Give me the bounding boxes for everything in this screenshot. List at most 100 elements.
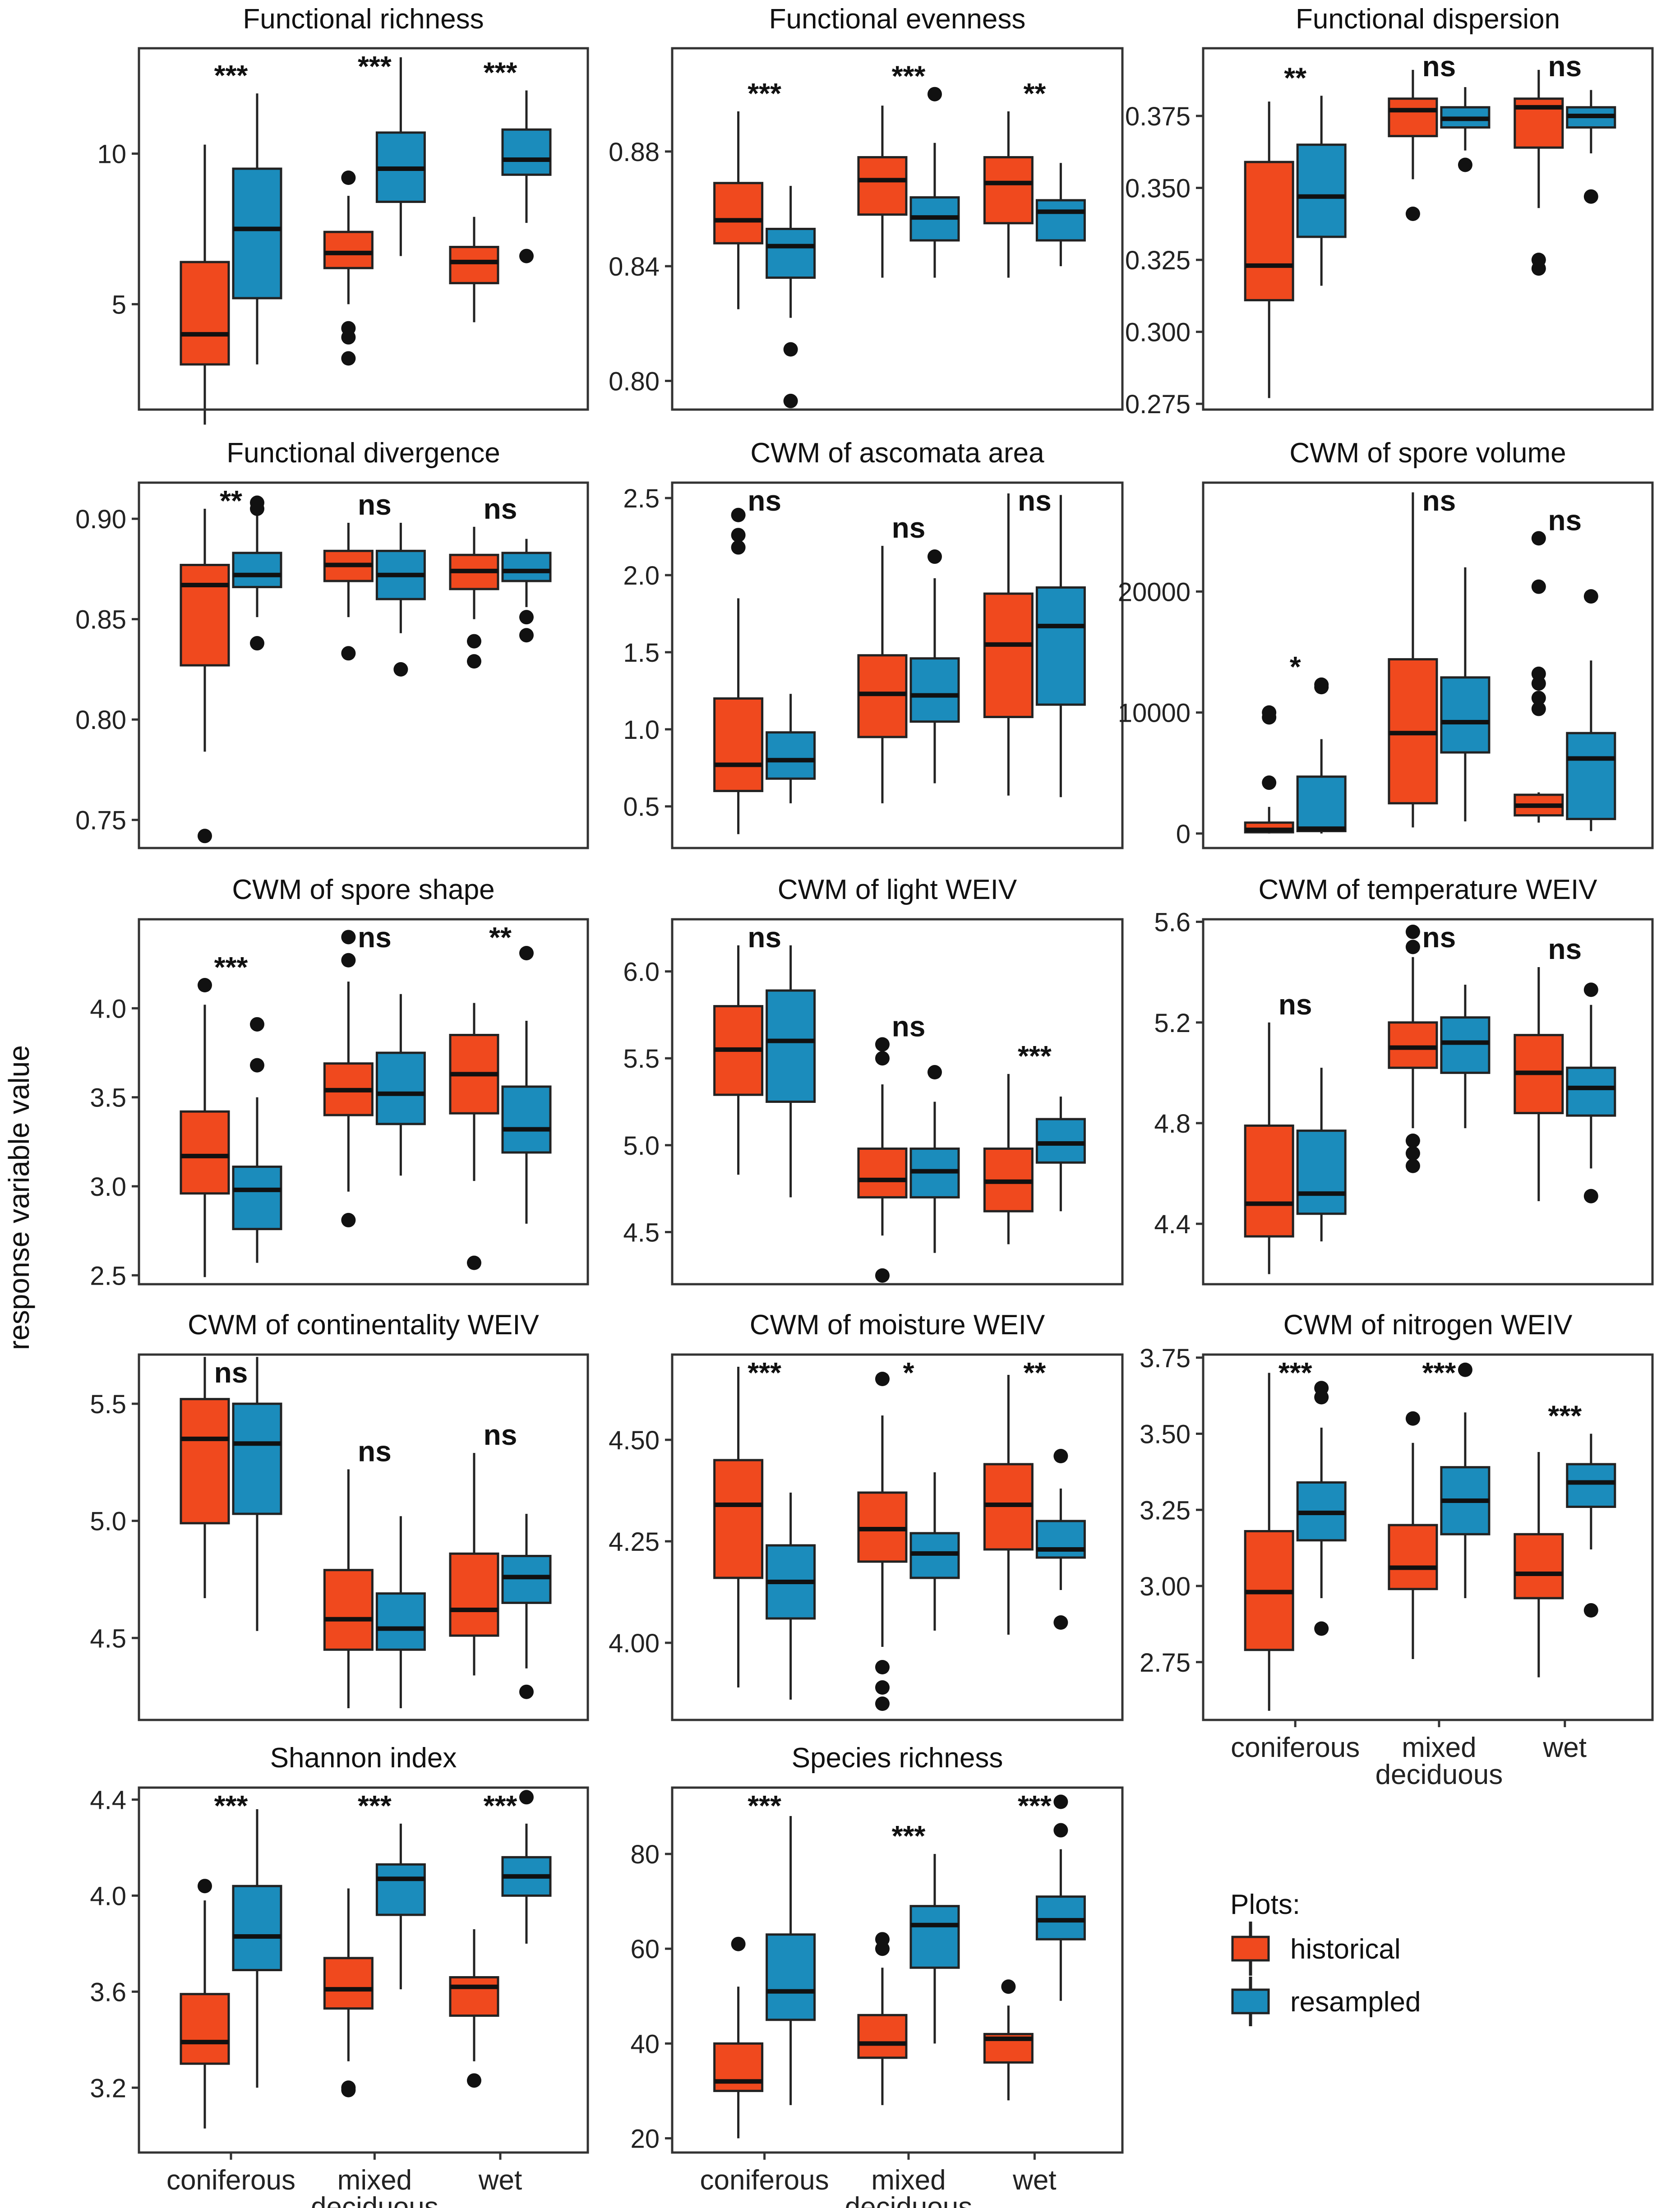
outlier-point — [341, 351, 356, 366]
legend-swatch-historical — [1231, 1936, 1270, 1962]
panel-frame — [671, 481, 1124, 849]
box-resampled — [1296, 96, 1347, 286]
box-historical — [449, 526, 499, 669]
box-historical — [713, 945, 764, 1175]
y-tick-label: 20 — [630, 2124, 660, 2153]
outlier-point — [927, 1065, 942, 1080]
box-historical — [983, 493, 1034, 796]
significance-label: ns — [892, 1010, 926, 1042]
panel-frame — [671, 47, 1124, 411]
y-tick-label: 40 — [630, 2029, 660, 2059]
box-historical — [323, 1469, 374, 1709]
significance-label: ns — [1018, 484, 1052, 517]
box-body — [1440, 1016, 1491, 1074]
y-tick-label: 5.5 — [90, 1390, 126, 1419]
box-resampled — [232, 1017, 282, 1263]
panel-cwm-of-light-weiv: CWM of light WEIV 4.5 5.0 5.5 6.0 ns ns *** — [623, 874, 1124, 1286]
box-historical — [180, 508, 230, 844]
outlier-point — [1053, 1794, 1068, 1809]
box-historical — [1514, 69, 1564, 276]
significance-label: ns — [484, 493, 517, 525]
y-tick-label: 5.5 — [623, 1044, 660, 1074]
outlier-point — [466, 1255, 481, 1270]
box-resampled — [1035, 1794, 1086, 2001]
outlier-point — [341, 953, 356, 968]
box-body — [449, 1976, 499, 2017]
box-historical — [857, 1037, 908, 1283]
significance-label: *** — [892, 60, 926, 92]
panel-functional-richness: Functional richness 5 10 *** *** *** — [97, 4, 589, 425]
panel-frame — [138, 47, 589, 411]
outlier-point — [1405, 1158, 1420, 1173]
box-historical — [857, 546, 908, 803]
box-body — [449, 246, 499, 285]
outlier-point — [249, 501, 264, 516]
box-historical — [713, 111, 764, 309]
box-historical — [449, 1929, 499, 2088]
y-tick-label: 0.85 — [75, 605, 126, 635]
outlier-point — [731, 528, 746, 543]
panel-title: CWM of spore shape — [232, 874, 494, 905]
legend-item-resampled: resampled — [1231, 1977, 1421, 2026]
outlier-point — [1405, 1146, 1420, 1161]
outlier-point — [197, 1879, 212, 1894]
box-resampled — [766, 694, 816, 803]
significance-label: *** — [358, 50, 392, 83]
outlier-point — [1405, 940, 1420, 954]
significance-label: ns — [892, 512, 926, 544]
legend: Plots: historical resampled — [1230, 1889, 1421, 2026]
outlier-point — [1531, 261, 1546, 276]
box-historical — [713, 1936, 764, 2139]
outlier-point — [1583, 1603, 1598, 1618]
outlier-point — [519, 1790, 534, 1805]
box-body — [1514, 1533, 1564, 1600]
panel-title: CWM of nitrogen WEIV — [1283, 1309, 1573, 1341]
outlier-point — [783, 393, 798, 408]
y-tick-label: 0.5 — [623, 793, 660, 822]
box-historical — [449, 217, 499, 323]
outlier-point — [1405, 1133, 1420, 1148]
box-resampled — [909, 1065, 960, 1253]
y-tick-label: 0.275 — [1125, 390, 1191, 419]
outlier-point — [1053, 1449, 1068, 1463]
box-historical — [1388, 69, 1438, 221]
y-tick-label: 2.75 — [1140, 1648, 1191, 1678]
box-resampled — [232, 93, 282, 364]
y-tick-label: 20000 — [1118, 577, 1191, 607]
y-tick-label: 0.350 — [1125, 174, 1191, 203]
y-tick-label: 5.6 — [1154, 908, 1191, 937]
panel-cwm-of-spore-volume: CWM of spore volume 0 10000 20000 * ns ns — [1118, 438, 1654, 849]
outlier-point — [1001, 1979, 1016, 1994]
outlier-point — [249, 1058, 264, 1073]
significance-label: ns — [484, 1419, 517, 1451]
y-tick-label: 4.5 — [90, 1624, 126, 1653]
significance-label: *** — [484, 1789, 517, 1822]
y-tick-label: 0.300 — [1125, 318, 1191, 347]
panel-frame — [671, 918, 1124, 1286]
box-resampled — [501, 1514, 552, 1699]
y-tick-label: 60 — [630, 1935, 660, 1964]
outlier-point — [927, 87, 942, 101]
box-body — [449, 1552, 499, 1637]
outlier-point — [1531, 676, 1546, 691]
box-body — [909, 1905, 960, 1969]
significance-label: ** — [1023, 77, 1046, 110]
panel-title: Functional evenness — [769, 4, 1026, 35]
outlier-point — [519, 628, 534, 643]
outlier-point — [1531, 531, 1546, 546]
box-body — [857, 1148, 908, 1198]
y-tick-label: 0 — [1176, 820, 1191, 849]
significance-label: ns — [1278, 988, 1312, 1021]
box-body — [766, 228, 816, 279]
box-resampled — [501, 90, 552, 263]
box-body — [1388, 97, 1438, 138]
y-tick-label: 4.0 — [90, 1882, 126, 1911]
outlier-point — [341, 330, 356, 345]
y-tick-label: 4.0 — [90, 994, 126, 1023]
panel-cwm-of-temperature-weiv: CWM of temperature WEIV 4.4 4.8 5.2 5.6 ns ns n… — [1154, 874, 1654, 1286]
panel-title: CWM of spore volume — [1289, 438, 1566, 469]
panel-frame — [138, 1353, 589, 1721]
box-body — [1244, 161, 1294, 301]
x-tick-label: deciduous — [311, 2192, 438, 2208]
